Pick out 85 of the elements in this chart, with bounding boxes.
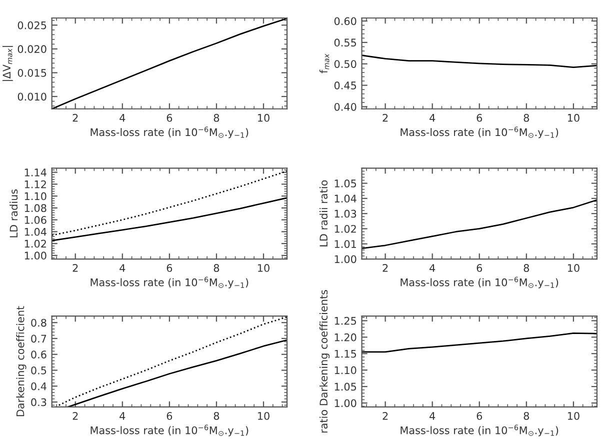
y-tick-label: 1.05 xyxy=(334,382,356,391)
x-tick-label: 10 xyxy=(258,412,270,420)
x-tick-label: 10 xyxy=(258,264,270,272)
line-series xyxy=(362,332,597,353)
y-tick-label: 0.8 xyxy=(31,318,46,327)
x-tick-label: 4 xyxy=(430,412,436,420)
x-tick-label: 8 xyxy=(214,412,220,420)
x-tick-label: 4 xyxy=(430,114,436,122)
x-tick-label: 4 xyxy=(430,264,436,272)
y-tick-label: 1.03 xyxy=(334,210,356,218)
x-axis-title: Mass-loss rate (in 10$^{−6}$M$_{⊙}$.y$_{−1}$) xyxy=(90,126,248,138)
x-tick-label: 2 xyxy=(382,412,388,420)
y-tick-label: 0.50 xyxy=(334,60,356,68)
y-tick-label: 1.20 xyxy=(334,333,356,342)
y-tick-label: 0.3 xyxy=(31,398,46,406)
x-tick-label: 10 xyxy=(568,114,580,122)
line-series xyxy=(52,18,288,109)
x-axis-title: Mass-loss rate (in 10$^{−6}$M$_{⊙}$.y$_{−1}$) xyxy=(90,424,248,436)
x-tick-label: 6 xyxy=(476,412,482,420)
y-tick-label: 1.05 xyxy=(334,180,356,188)
x-tick-label: 6 xyxy=(166,264,172,272)
y-axis-title: Darkening coefficient xyxy=(16,306,26,416)
y-tick-label: 0.7 xyxy=(31,334,46,343)
y-axis-title: |ΔV$_{max}$| xyxy=(2,46,13,81)
x-tick-label: 4 xyxy=(120,114,126,122)
x-tick-label: 8 xyxy=(214,114,220,122)
y-tick-label: 1.02 xyxy=(24,240,46,248)
x-tick-label: 10 xyxy=(258,114,270,122)
y-tick-label: 1.12 xyxy=(24,180,46,188)
y-tick-label: 1.04 xyxy=(24,228,46,236)
y-tick-label: 1.06 xyxy=(24,216,46,224)
x-tick-label: 10 xyxy=(568,412,580,420)
x-tick-label: 8 xyxy=(214,264,220,272)
y-axis-title: f$_{max}$ xyxy=(319,54,330,74)
y-tick-label: 0.020 xyxy=(18,45,46,54)
y-tick-label: 1.01 xyxy=(334,240,356,248)
x-tick-label: 6 xyxy=(166,412,172,420)
x-tick-label: 8 xyxy=(524,412,530,420)
y-tick-label: 1.10 xyxy=(334,366,356,374)
x-tick-label: 6 xyxy=(476,264,482,272)
y-tick-label: 1.00 xyxy=(24,252,46,260)
y-tick-label: 0.60 xyxy=(334,17,356,26)
line-series xyxy=(68,339,288,407)
line-series xyxy=(362,54,597,68)
y-tick-label: 0.55 xyxy=(334,38,356,47)
y-axis-title: LD radius xyxy=(10,189,18,238)
y-tick-label: 0.025 xyxy=(18,21,46,30)
y-tick-label: 1.04 xyxy=(334,194,356,203)
y-tick-label: 0.40 xyxy=(334,102,356,111)
x-axis-title: Mass-loss rate (in 10$^{−6}$M$_{⊙}$.y$_{−1}$) xyxy=(400,424,558,436)
x-tick-label: 2 xyxy=(72,412,78,420)
y-tick-label: 1.08 xyxy=(24,204,46,212)
x-tick-label: 10 xyxy=(568,264,580,272)
y-tick-label: 1.15 xyxy=(334,350,356,358)
x-tick-label: 4 xyxy=(120,412,126,420)
x-tick-label: 2 xyxy=(72,264,78,272)
y-tick-label: 1.02 xyxy=(334,224,356,233)
y-tick-label: 0.4 xyxy=(31,382,46,390)
x-tick-label: 6 xyxy=(476,114,482,122)
line-series xyxy=(58,316,288,406)
line-series xyxy=(362,199,597,250)
x-tick-label: 2 xyxy=(382,114,388,122)
y-tick-label: 1.14 xyxy=(24,168,46,176)
x-axis-title: Mass-loss rate (in 10$^{−6}$M$_{⊙}$.y$_{−1}$) xyxy=(90,276,248,288)
y-axis-title: ratio Darkening coefficients xyxy=(319,290,330,433)
y-tick-label: 1.00 xyxy=(334,399,356,408)
x-tick-label: 2 xyxy=(72,114,78,122)
x-tick-label: 8 xyxy=(524,114,530,122)
y-tick-label: 0.45 xyxy=(334,82,356,90)
y-tick-label: 1.00 xyxy=(334,255,356,264)
x-tick-label: 2 xyxy=(382,264,388,272)
x-tick-label: 4 xyxy=(120,264,126,272)
line-series xyxy=(52,170,288,236)
x-axis-title: Mass-loss rate (in 10$^{−6}$M$_{⊙}$.y$_{−1}$) xyxy=(400,126,558,138)
line-series xyxy=(52,197,288,242)
x-axis-title: Mass-loss rate (in 10$^{−6}$M$_{⊙}$.y$_{−1}$) xyxy=(400,276,558,288)
y-tick-label: 0.010 xyxy=(18,92,46,101)
y-tick-label: 0.5 xyxy=(31,366,46,374)
y-tick-label: 1.10 xyxy=(24,192,46,200)
x-tick-label: 8 xyxy=(524,264,530,272)
x-tick-label: 6 xyxy=(166,114,172,122)
y-tick-label: 0.6 xyxy=(31,350,46,358)
y-axis-title: LD radii ratio xyxy=(319,180,328,246)
y-tick-label: 1.25 xyxy=(334,316,356,325)
y-tick-label: 0.015 xyxy=(18,68,46,77)
